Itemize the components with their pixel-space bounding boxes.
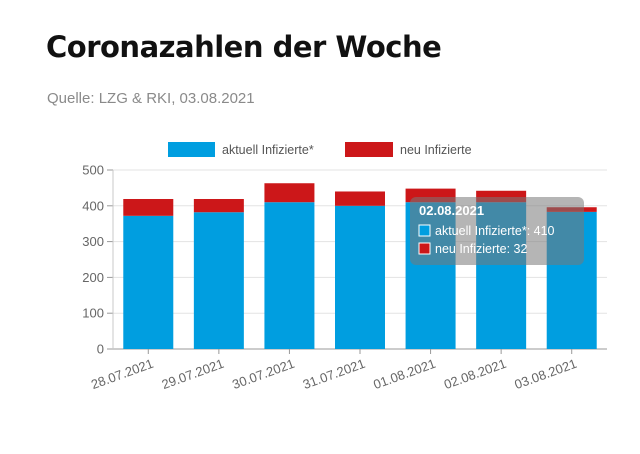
bar-new-infected[interactable] <box>123 198 174 216</box>
bar-current-infected[interactable] <box>123 215 174 349</box>
x-tick-label: 30.07.2021 <box>230 356 296 392</box>
y-tick-label: 400 <box>82 198 104 213</box>
legend-new-infected-swatch[interactable] <box>345 142 393 157</box>
legend-new-infected-label[interactable]: neu Infizierte <box>400 143 472 157</box>
chart-source: Quelle: LZG & RKI, 03.08.2021 <box>47 90 255 107</box>
bar-current-infected[interactable] <box>264 202 315 349</box>
x-tick-label: 02.08.2021 <box>442 356 508 392</box>
y-tick-label: 100 <box>82 306 104 321</box>
x-tick-label: 29.07.2021 <box>160 356 226 392</box>
tooltip-line-current: aktuell Infizierte*: 410 <box>435 224 555 238</box>
x-tick-label: 28.07.2021 <box>89 356 155 392</box>
tooltip-swatch-current <box>418 224 431 237</box>
y-tick-label: 200 <box>82 270 104 285</box>
tooltip-line-new: neu Infizierte: 32 <box>435 242 527 256</box>
x-tick-label: 31.07.2021 <box>301 356 367 392</box>
bar-new-infected[interactable] <box>476 190 527 203</box>
y-tick-label: 500 <box>82 163 104 178</box>
legend-current-infected-label[interactable]: aktuell Infizierte* <box>222 143 314 157</box>
chart-title: Coronazahlen der Woche <box>46 30 442 64</box>
y-tick-label: 0 <box>97 342 104 357</box>
bar-current-infected[interactable] <box>193 212 244 349</box>
x-tick-label: 03.08.2021 <box>512 356 578 392</box>
tooltip-box <box>410 197 584 265</box>
tooltip-swatch-new <box>418 242 431 255</box>
x-tick-label: 01.08.2021 <box>371 356 437 392</box>
bar-current-infected[interactable] <box>335 205 385 349</box>
bar-new-infected[interactable] <box>335 191 385 206</box>
bar-new-infected[interactable] <box>193 198 244 213</box>
legend-current-infected-swatch[interactable] <box>168 142 215 157</box>
y-tick-label: 300 <box>82 234 104 249</box>
tooltip-title: 02.08.2021 <box>419 203 484 218</box>
bar-new-infected[interactable] <box>264 183 315 203</box>
